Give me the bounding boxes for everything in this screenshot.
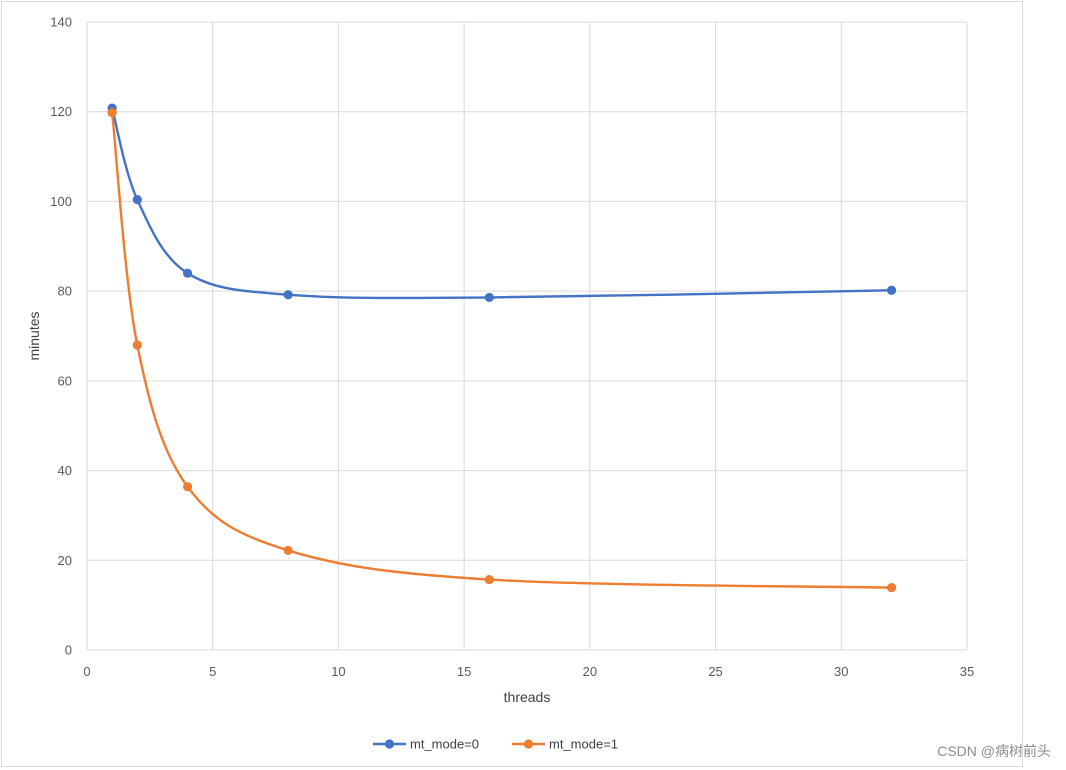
- y-tick-label: 140: [50, 15, 72, 30]
- x-tick-label: 30: [834, 664, 848, 679]
- y-tick-label: 20: [58, 553, 72, 568]
- x-tick-label: 5: [209, 664, 216, 679]
- legend-marker-2: [523, 739, 534, 749]
- legend-label-2: mt_mode=1: [549, 737, 618, 752]
- grid-lines: [86, 21, 968, 651]
- data-point-1: [283, 290, 293, 300]
- data-point-1: [886, 285, 897, 295]
- watermark-text: CSDN @病树前头: [937, 743, 1051, 759]
- y-tick-label: 60: [58, 373, 72, 388]
- x-tick-label: 35: [960, 664, 974, 679]
- data-point-2: [886, 583, 897, 593]
- y-tick-label: 80: [58, 284, 72, 299]
- data-point-2: [484, 574, 494, 585]
- y-axis-title: minutes: [26, 311, 42, 360]
- x-axis-title: threads: [504, 689, 551, 705]
- data-point-2: [182, 482, 193, 492]
- data-point-2: [283, 545, 293, 556]
- y-tick-label: 120: [50, 104, 72, 119]
- x-tick-label: 10: [331, 664, 345, 679]
- x-tick-label: 25: [708, 664, 722, 679]
- data-point-1: [484, 292, 494, 303]
- series-lines: [107, 103, 897, 593]
- data-point-1: [132, 195, 142, 205]
- data-point-2: [132, 340, 142, 350]
- x-tick-label: 15: [457, 664, 471, 679]
- x-tick-label: 0: [83, 664, 90, 679]
- data-point-2: [107, 108, 117, 118]
- y-tick-label: 0: [65, 643, 72, 658]
- legend: mt_mode=0 mt_mode=1: [373, 737, 618, 752]
- legend-label-1: mt_mode=0: [410, 737, 479, 752]
- data-point-1: [182, 268, 193, 278]
- series-line-2: [110, 111, 893, 589]
- y-tick-label: 40: [58, 463, 72, 478]
- x-tick-label: 20: [583, 664, 597, 679]
- series-line-1: [110, 106, 893, 300]
- y-tick-label: 100: [50, 194, 72, 209]
- tick-labels: 0 20 40 60 80 100 120 140 0 5 10 15 20 25 30 35: [50, 15, 974, 680]
- legend-marker-1: [384, 739, 395, 749]
- chart-frame: [1, 1, 1023, 767]
